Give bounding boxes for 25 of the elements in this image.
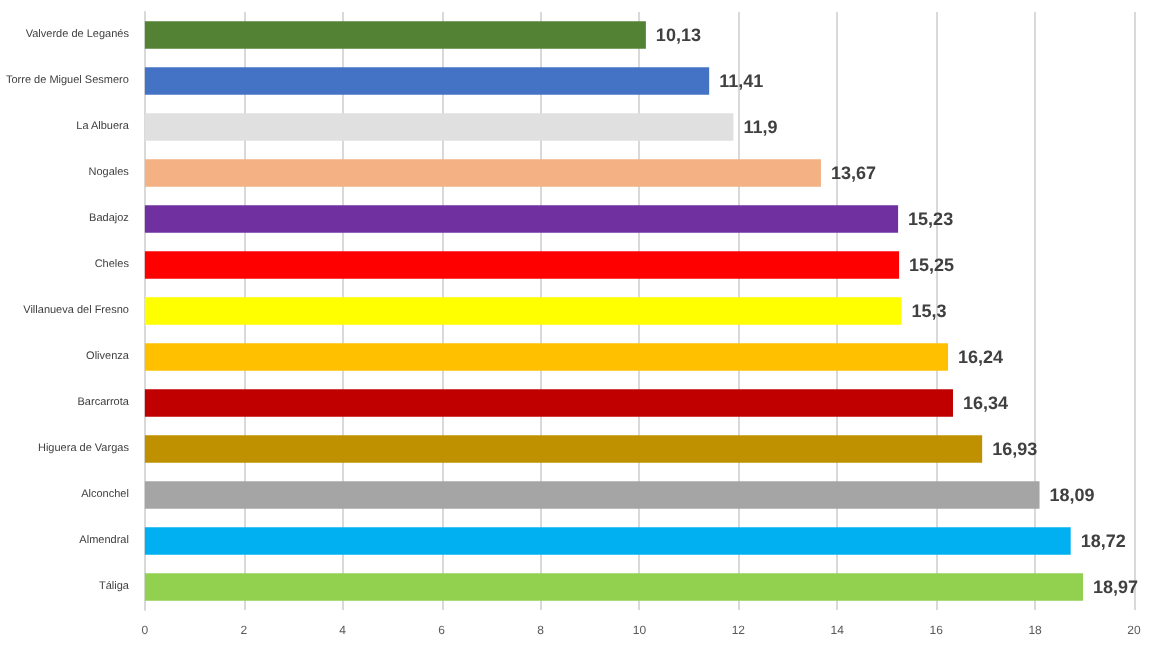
data-label: 18,09: [1049, 485, 1095, 505]
bar: [144, 435, 983, 463]
bar: [144, 343, 949, 371]
bar: [144, 389, 953, 417]
data-label: 16,93: [992, 439, 1038, 459]
data-label: 15,3: [911, 301, 947, 321]
bar: [144, 251, 900, 279]
bar: [144, 67, 710, 95]
data-label: 18,72: [1080, 531, 1126, 551]
data-label: 15,25: [909, 255, 955, 275]
bar: [144, 573, 1084, 601]
bar: [144, 205, 899, 233]
bar: [144, 527, 1071, 555]
bar: [144, 159, 821, 187]
bar: [144, 297, 902, 325]
data-label: 16,34: [962, 393, 1009, 413]
data-label: 18,97: [1093, 577, 1139, 597]
data-label: 16,24: [958, 347, 1004, 367]
bar: [144, 21, 646, 49]
data-label: 15,23: [908, 209, 954, 229]
bar: [144, 481, 1040, 509]
data-label: 13,67: [830, 163, 877, 183]
data-label: 11,41: [719, 71, 764, 91]
data-label: 11,9: [743, 117, 778, 137]
data-label: 10,13: [655, 25, 701, 45]
